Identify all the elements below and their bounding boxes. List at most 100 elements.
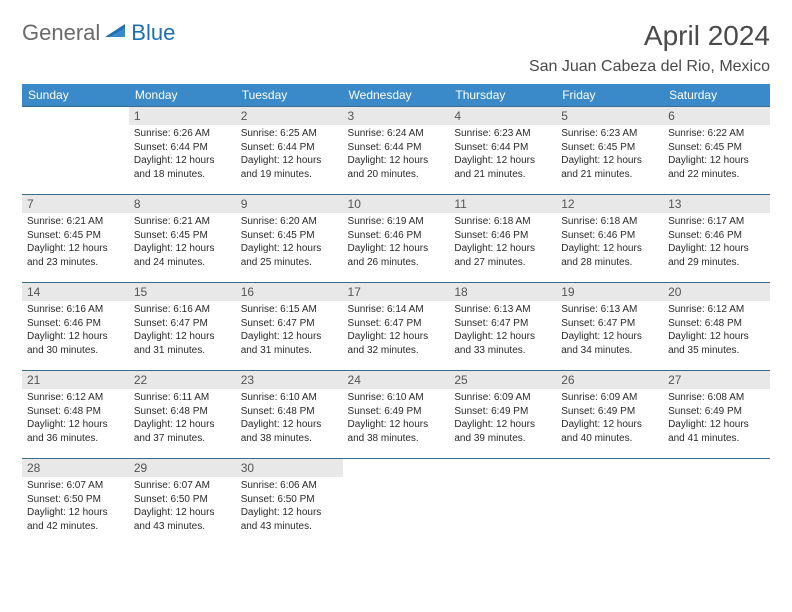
sunset-line: Sunset: 6:50 PM xyxy=(27,493,124,507)
weekday-monday: Monday xyxy=(129,84,236,107)
daylight-line: Daylight: 12 hours and 29 minutes. xyxy=(668,242,765,269)
day-number: 3 xyxy=(343,107,450,125)
day-number: 7 xyxy=(22,195,129,213)
day-number: 2 xyxy=(236,107,343,125)
sunset-line: Sunset: 6:48 PM xyxy=(668,317,765,331)
calendar-row: 14Sunrise: 6:16 AMSunset: 6:46 PMDayligh… xyxy=(22,283,770,371)
sunset-line: Sunset: 6:47 PM xyxy=(454,317,551,331)
sunrise-line: Sunrise: 6:10 AM xyxy=(241,391,338,405)
logo-triangle-icon xyxy=(105,23,127,44)
sunrise-line: Sunrise: 6:18 AM xyxy=(561,215,658,229)
daylight-line: Daylight: 12 hours and 21 minutes. xyxy=(454,154,551,181)
sunset-line: Sunset: 6:46 PM xyxy=(561,229,658,243)
day-body: Sunrise: 6:25 AMSunset: 6:44 PMDaylight:… xyxy=(236,125,343,185)
day-number: 10 xyxy=(343,195,450,213)
sunset-line: Sunset: 6:44 PM xyxy=(241,141,338,155)
daylight-line: Daylight: 12 hours and 34 minutes. xyxy=(561,330,658,357)
day-number: 15 xyxy=(129,283,236,301)
sunset-line: Sunset: 6:46 PM xyxy=(668,229,765,243)
day-number: 24 xyxy=(343,371,450,389)
day-body: Sunrise: 6:17 AMSunset: 6:46 PMDaylight:… xyxy=(663,213,770,273)
day-number: 22 xyxy=(129,371,236,389)
sunrise-line: Sunrise: 6:10 AM xyxy=(348,391,445,405)
sunset-line: Sunset: 6:46 PM xyxy=(348,229,445,243)
day-number: 30 xyxy=(236,459,343,477)
day-body: Sunrise: 6:18 AMSunset: 6:46 PMDaylight:… xyxy=(449,213,556,273)
sunrise-line: Sunrise: 6:12 AM xyxy=(668,303,765,317)
day-body: Sunrise: 6:16 AMSunset: 6:46 PMDaylight:… xyxy=(22,301,129,361)
daylight-line: Daylight: 12 hours and 25 minutes. xyxy=(241,242,338,269)
calendar-row: 7Sunrise: 6:21 AMSunset: 6:45 PMDaylight… xyxy=(22,195,770,283)
day-body: Sunrise: 6:12 AMSunset: 6:48 PMDaylight:… xyxy=(663,301,770,361)
sunrise-line: Sunrise: 6:25 AM xyxy=(241,127,338,141)
sunrise-line: Sunrise: 6:19 AM xyxy=(348,215,445,229)
daylight-line: Daylight: 12 hours and 26 minutes. xyxy=(348,242,445,269)
sunset-line: Sunset: 6:49 PM xyxy=(454,405,551,419)
weekday-thursday: Thursday xyxy=(449,84,556,107)
sunrise-line: Sunrise: 6:23 AM xyxy=(561,127,658,141)
calendar-cell: 18Sunrise: 6:13 AMSunset: 6:47 PMDayligh… xyxy=(449,283,556,371)
calendar-cell: 1Sunrise: 6:26 AMSunset: 6:44 PMDaylight… xyxy=(129,107,236,195)
calendar-cell xyxy=(449,459,556,547)
daylight-line: Daylight: 12 hours and 20 minutes. xyxy=(348,154,445,181)
day-number: 23 xyxy=(236,371,343,389)
calendar-row: 21Sunrise: 6:12 AMSunset: 6:48 PMDayligh… xyxy=(22,371,770,459)
logo: General Blue xyxy=(22,20,175,46)
daylight-line: Daylight: 12 hours and 36 minutes. xyxy=(27,418,124,445)
day-number: 8 xyxy=(129,195,236,213)
day-body: Sunrise: 6:13 AMSunset: 6:47 PMDaylight:… xyxy=(449,301,556,361)
sunset-line: Sunset: 6:45 PM xyxy=(134,229,231,243)
daylight-line: Daylight: 12 hours and 33 minutes. xyxy=(454,330,551,357)
daylight-line: Daylight: 12 hours and 41 minutes. xyxy=(668,418,765,445)
day-number: 16 xyxy=(236,283,343,301)
day-body: Sunrise: 6:26 AMSunset: 6:44 PMDaylight:… xyxy=(129,125,236,185)
day-number: 12 xyxy=(556,195,663,213)
sunset-line: Sunset: 6:44 PM xyxy=(134,141,231,155)
daylight-line: Daylight: 12 hours and 32 minutes. xyxy=(348,330,445,357)
daylight-line: Daylight: 12 hours and 23 minutes. xyxy=(27,242,124,269)
calendar-cell: 24Sunrise: 6:10 AMSunset: 6:49 PMDayligh… xyxy=(343,371,450,459)
daylight-line: Daylight: 12 hours and 35 minutes. xyxy=(668,330,765,357)
sunrise-line: Sunrise: 6:12 AM xyxy=(27,391,124,405)
calendar-cell: 15Sunrise: 6:16 AMSunset: 6:47 PMDayligh… xyxy=(129,283,236,371)
sunset-line: Sunset: 6:48 PM xyxy=(134,405,231,419)
daylight-line: Daylight: 12 hours and 22 minutes. xyxy=(668,154,765,181)
day-body: Sunrise: 6:19 AMSunset: 6:46 PMDaylight:… xyxy=(343,213,450,273)
calendar-cell: 7Sunrise: 6:21 AMSunset: 6:45 PMDaylight… xyxy=(22,195,129,283)
calendar-cell: 5Sunrise: 6:23 AMSunset: 6:45 PMDaylight… xyxy=(556,107,663,195)
calendar-cell xyxy=(22,107,129,195)
calendar-cell: 30Sunrise: 6:06 AMSunset: 6:50 PMDayligh… xyxy=(236,459,343,547)
sunrise-line: Sunrise: 6:11 AM xyxy=(134,391,231,405)
sunset-line: Sunset: 6:44 PM xyxy=(454,141,551,155)
calendar-cell: 11Sunrise: 6:18 AMSunset: 6:46 PMDayligh… xyxy=(449,195,556,283)
sunrise-line: Sunrise: 6:13 AM xyxy=(454,303,551,317)
daylight-line: Daylight: 12 hours and 38 minutes. xyxy=(348,418,445,445)
day-body: Sunrise: 6:23 AMSunset: 6:45 PMDaylight:… xyxy=(556,125,663,185)
daylight-line: Daylight: 12 hours and 24 minutes. xyxy=(134,242,231,269)
sunset-line: Sunset: 6:48 PM xyxy=(27,405,124,419)
day-body: Sunrise: 6:18 AMSunset: 6:46 PMDaylight:… xyxy=(556,213,663,273)
weekday-sunday: Sunday xyxy=(22,84,129,107)
daylight-line: Daylight: 12 hours and 42 minutes. xyxy=(27,506,124,533)
calendar-cell: 14Sunrise: 6:16 AMSunset: 6:46 PMDayligh… xyxy=(22,283,129,371)
day-body: Sunrise: 6:23 AMSunset: 6:44 PMDaylight:… xyxy=(449,125,556,185)
sunset-line: Sunset: 6:48 PM xyxy=(241,405,338,419)
day-number: 13 xyxy=(663,195,770,213)
calendar-row: 28Sunrise: 6:07 AMSunset: 6:50 PMDayligh… xyxy=(22,459,770,547)
daylight-line: Daylight: 12 hours and 31 minutes. xyxy=(241,330,338,357)
sunrise-line: Sunrise: 6:22 AM xyxy=(668,127,765,141)
calendar-cell: 29Sunrise: 6:07 AMSunset: 6:50 PMDayligh… xyxy=(129,459,236,547)
day-number: 17 xyxy=(343,283,450,301)
day-body: Sunrise: 6:21 AMSunset: 6:45 PMDaylight:… xyxy=(22,213,129,273)
day-body: Sunrise: 6:21 AMSunset: 6:45 PMDaylight:… xyxy=(129,213,236,273)
sunrise-line: Sunrise: 6:15 AM xyxy=(241,303,338,317)
daylight-line: Daylight: 12 hours and 38 minutes. xyxy=(241,418,338,445)
header: General Blue April 2024 San Juan Cabeza … xyxy=(22,20,770,76)
day-body: Sunrise: 6:16 AMSunset: 6:47 PMDaylight:… xyxy=(129,301,236,361)
sunrise-line: Sunrise: 6:08 AM xyxy=(668,391,765,405)
day-body: Sunrise: 6:09 AMSunset: 6:49 PMDaylight:… xyxy=(556,389,663,449)
daylight-line: Daylight: 12 hours and 43 minutes. xyxy=(241,506,338,533)
daylight-line: Daylight: 12 hours and 43 minutes. xyxy=(134,506,231,533)
calendar-cell: 3Sunrise: 6:24 AMSunset: 6:44 PMDaylight… xyxy=(343,107,450,195)
day-body: Sunrise: 6:11 AMSunset: 6:48 PMDaylight:… xyxy=(129,389,236,449)
